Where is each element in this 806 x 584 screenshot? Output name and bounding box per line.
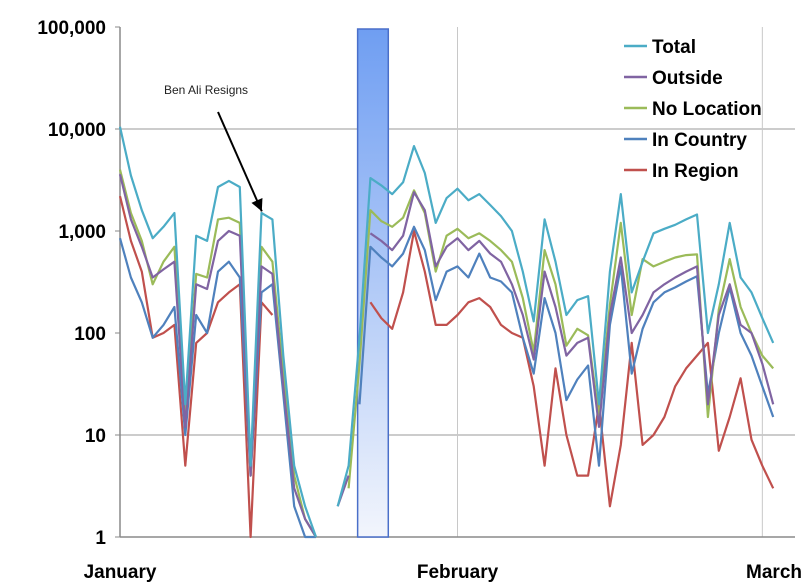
x-tick-label: January	[84, 562, 157, 583]
y-tick-labels: 1 10 100 1,000 10,000 100,000	[37, 18, 106, 549]
y-tick-label: 1,000	[58, 222, 106, 243]
series-lines	[118, 126, 775, 539]
axes	[115, 26, 795, 538]
y-tick-label: 100	[74, 324, 106, 345]
y-tick-label: 10	[85, 426, 106, 447]
y-tick-label: 100,000	[37, 18, 106, 39]
x-tick-label: March	[746, 562, 802, 583]
y-tick-label: 10,000	[48, 120, 106, 141]
legend-label-in-country: In Country	[652, 130, 747, 151]
legend-label-outside: Outside	[652, 68, 723, 89]
legend-label-in-region: In Region	[652, 161, 739, 182]
series-line-total	[118, 126, 775, 538]
x-tick-labels: January February March	[84, 562, 802, 583]
legend-label-no-location: No Location	[652, 99, 762, 120]
annotation-arrowhead	[251, 197, 263, 212]
annotation: Ben Ali Resigns	[164, 83, 263, 212]
x-tick-label: February	[417, 562, 499, 583]
annotation-arrow-line	[217, 111, 263, 212]
series-line-in-region	[118, 195, 775, 539]
legend: Total Outside No Location In Country In Regi…	[624, 37, 762, 182]
legend-label-total: Total	[652, 37, 696, 58]
annotation-label: Ben Ali Resigns	[164, 83, 248, 97]
gridlines	[120, 27, 795, 537]
y-tick-label: 1	[95, 528, 106, 549]
